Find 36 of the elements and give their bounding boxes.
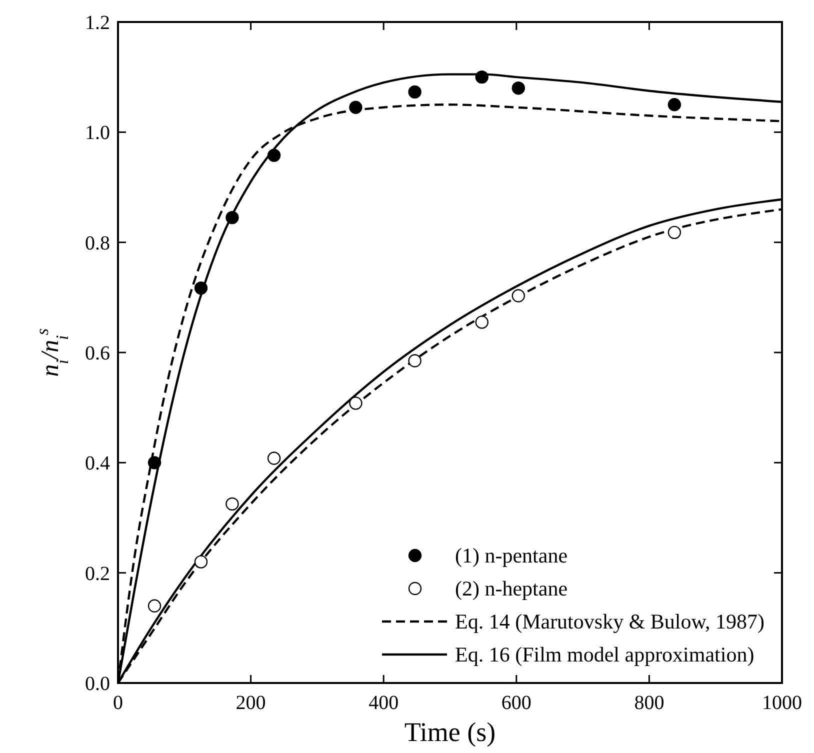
x-axis-title: Time (s) xyxy=(404,717,496,747)
point xyxy=(668,98,682,112)
x-tick-label: 200 xyxy=(236,692,266,714)
y-tick-label: 0.4 xyxy=(85,452,110,475)
legend-label: (2) n-heptane xyxy=(455,576,568,600)
point xyxy=(475,316,488,329)
y-tick-label: 1.2 xyxy=(85,12,110,34)
x-tick-label: 0 xyxy=(113,692,123,714)
y-tick-label: 0.2 xyxy=(85,562,110,585)
legend-label: (1) n-pentane xyxy=(455,544,568,568)
point xyxy=(349,100,362,114)
y-tick-label: 1.0 xyxy=(85,122,110,144)
legend-label: Eq. 16 (Film model approximation) xyxy=(455,642,754,666)
x-tick-label: 400 xyxy=(368,692,399,714)
point xyxy=(512,289,525,302)
point xyxy=(148,599,162,612)
point xyxy=(267,148,281,162)
point xyxy=(148,456,162,470)
x-tick-label: 800 xyxy=(634,692,664,714)
y-tick-label: 0.0 xyxy=(85,673,110,695)
point xyxy=(408,354,422,368)
point xyxy=(226,210,239,224)
point xyxy=(668,226,682,240)
point xyxy=(267,452,281,465)
point xyxy=(194,281,208,295)
point xyxy=(408,85,422,99)
point xyxy=(349,396,362,410)
y-tick-label: 0.6 xyxy=(85,342,110,364)
point xyxy=(194,555,208,568)
x-tick-label: 1000 xyxy=(762,692,802,714)
x-tick-label: 600 xyxy=(501,692,532,714)
point xyxy=(512,82,525,95)
y-tick-label: 0.8 xyxy=(85,232,110,254)
legend-label: Eq. 14 (Marutovsky & Bulow, 1987) xyxy=(455,610,765,634)
point xyxy=(475,70,488,84)
point xyxy=(226,497,239,511)
